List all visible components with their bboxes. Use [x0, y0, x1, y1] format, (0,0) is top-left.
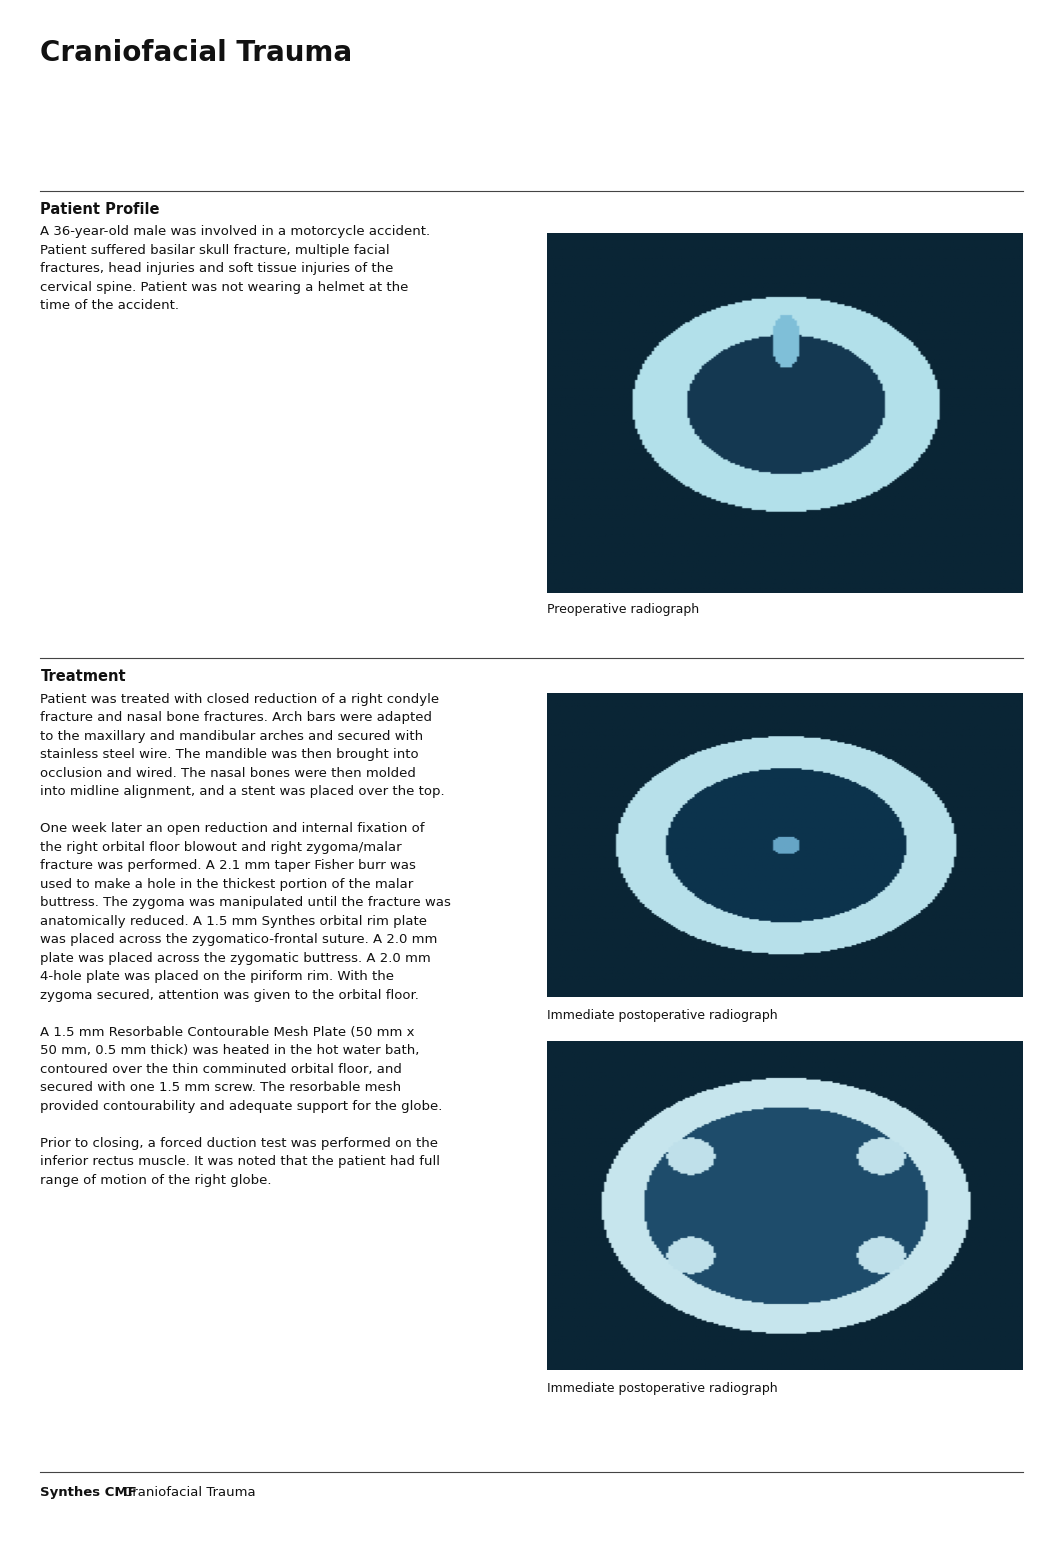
Text: Patient Profile: Patient Profile	[40, 202, 159, 217]
Text: Craniofacial Trauma: Craniofacial Trauma	[40, 39, 353, 67]
Text: A 36-year-old male was involved in a motorcycle accident.
Patient suffered basil: A 36-year-old male was involved in a mot…	[40, 225, 431, 312]
Text: Immediate postoperative radiograph: Immediate postoperative radiograph	[547, 1009, 778, 1022]
Text: Patient was treated with closed reduction of a right condyle
fracture and nasal : Patient was treated with closed reductio…	[40, 693, 452, 1186]
Text: Preoperative radiograph: Preoperative radiograph	[547, 603, 699, 615]
Text: Craniofacial Trauma: Craniofacial Trauma	[123, 1486, 256, 1499]
Text: Synthes CMF: Synthes CMF	[40, 1486, 137, 1499]
Text: Treatment: Treatment	[40, 669, 126, 685]
Text: Immediate postoperative radiograph: Immediate postoperative radiograph	[547, 1382, 778, 1395]
